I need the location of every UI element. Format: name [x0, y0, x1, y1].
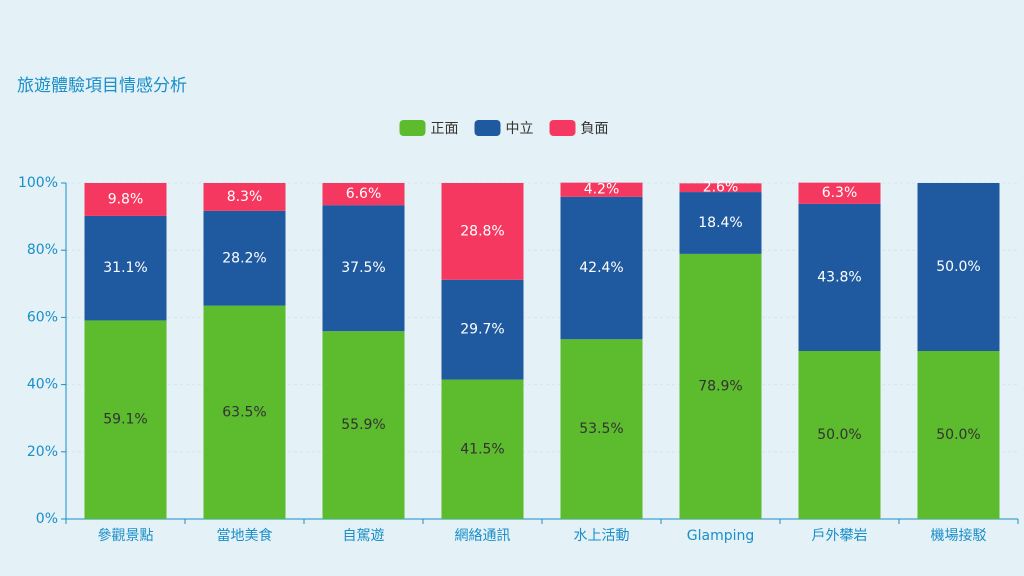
data-label: 55.9% — [341, 417, 385, 433]
bar-segment — [798, 203, 881, 351]
bar-segment — [917, 351, 1000, 519]
bar-segment — [84, 215, 167, 321]
data-label: 50.0% — [817, 427, 861, 443]
y-tick-label: 60% — [27, 309, 58, 325]
y-tick-label: 80% — [27, 242, 58, 258]
data-label: 8.3% — [227, 189, 263, 205]
legend-label: 正面 — [431, 121, 459, 137]
data-label: 78.9% — [698, 378, 742, 394]
x-tick-label: 網絡通訊 — [455, 528, 511, 544]
bar-segment — [917, 183, 1000, 351]
x-tick-label: 戶外攀岩 — [812, 528, 868, 544]
bar-segment — [84, 320, 167, 519]
legend-swatch — [549, 120, 576, 136]
bar-segment — [679, 253, 762, 519]
data-label: 59.1% — [103, 412, 147, 428]
data-label: 41.5% — [460, 441, 504, 457]
y-tick-label: 20% — [27, 444, 58, 460]
x-tick-label: Glamping — [687, 528, 755, 544]
y-tick-label: 0% — [36, 511, 58, 527]
legend-label: 中立 — [506, 121, 534, 137]
bar-segment — [203, 210, 286, 306]
x-tick-label: 自駕遊 — [343, 528, 385, 544]
y-tick-label: 40% — [27, 377, 58, 393]
bar-segment — [679, 183, 762, 193]
data-label: 53.5% — [579, 421, 623, 437]
x-tick-label: 當地美食 — [217, 527, 273, 544]
bar-segment — [203, 305, 286, 519]
data-label: 31.1% — [103, 260, 147, 276]
data-label: 29.7% — [460, 322, 504, 338]
chart-title: 旅遊體驗項目情感分析 — [17, 76, 187, 96]
x-tick-label: 水上活動 — [574, 528, 630, 544]
legend-swatch — [399, 120, 426, 136]
bar-segment — [322, 205, 405, 332]
data-label: 43.8% — [817, 269, 861, 285]
bar-segment — [560, 182, 643, 197]
legend-label: 負面 — [581, 121, 609, 137]
data-label: 9.8% — [108, 191, 144, 207]
bar-segment — [203, 183, 286, 211]
bar-segment — [441, 379, 524, 519]
data-label: 42.4% — [579, 260, 623, 276]
data-label: 6.6% — [346, 186, 382, 202]
bar-segment — [322, 183, 405, 206]
bar-segment — [679, 192, 762, 254]
data-label: 2.6% — [703, 180, 739, 196]
bar-segment — [441, 279, 524, 380]
bar-segment — [84, 183, 167, 216]
bar-segment — [441, 183, 524, 280]
data-label: 50.0% — [936, 259, 980, 275]
y-tick-label: 100% — [18, 175, 58, 191]
bar-segment — [322, 331, 405, 519]
bar-segment — [560, 196, 643, 340]
bar-segment — [798, 351, 881, 519]
x-tick-label: 機場接駁 — [931, 527, 987, 544]
data-label: 28.8% — [460, 223, 504, 239]
bar-segment — [798, 182, 881, 204]
bar-segment — [560, 339, 643, 519]
data-label: 50.0% — [936, 427, 980, 443]
data-label: 63.5% — [222, 404, 266, 420]
data-label: 37.5% — [341, 260, 385, 276]
data-label: 18.4% — [698, 215, 742, 231]
legend-swatch — [474, 120, 501, 136]
data-label: 28.2% — [222, 250, 266, 266]
data-label: 4.2% — [584, 182, 620, 198]
data-label: 6.3% — [822, 185, 858, 201]
x-tick-label: 參觀景點 — [98, 528, 154, 544]
